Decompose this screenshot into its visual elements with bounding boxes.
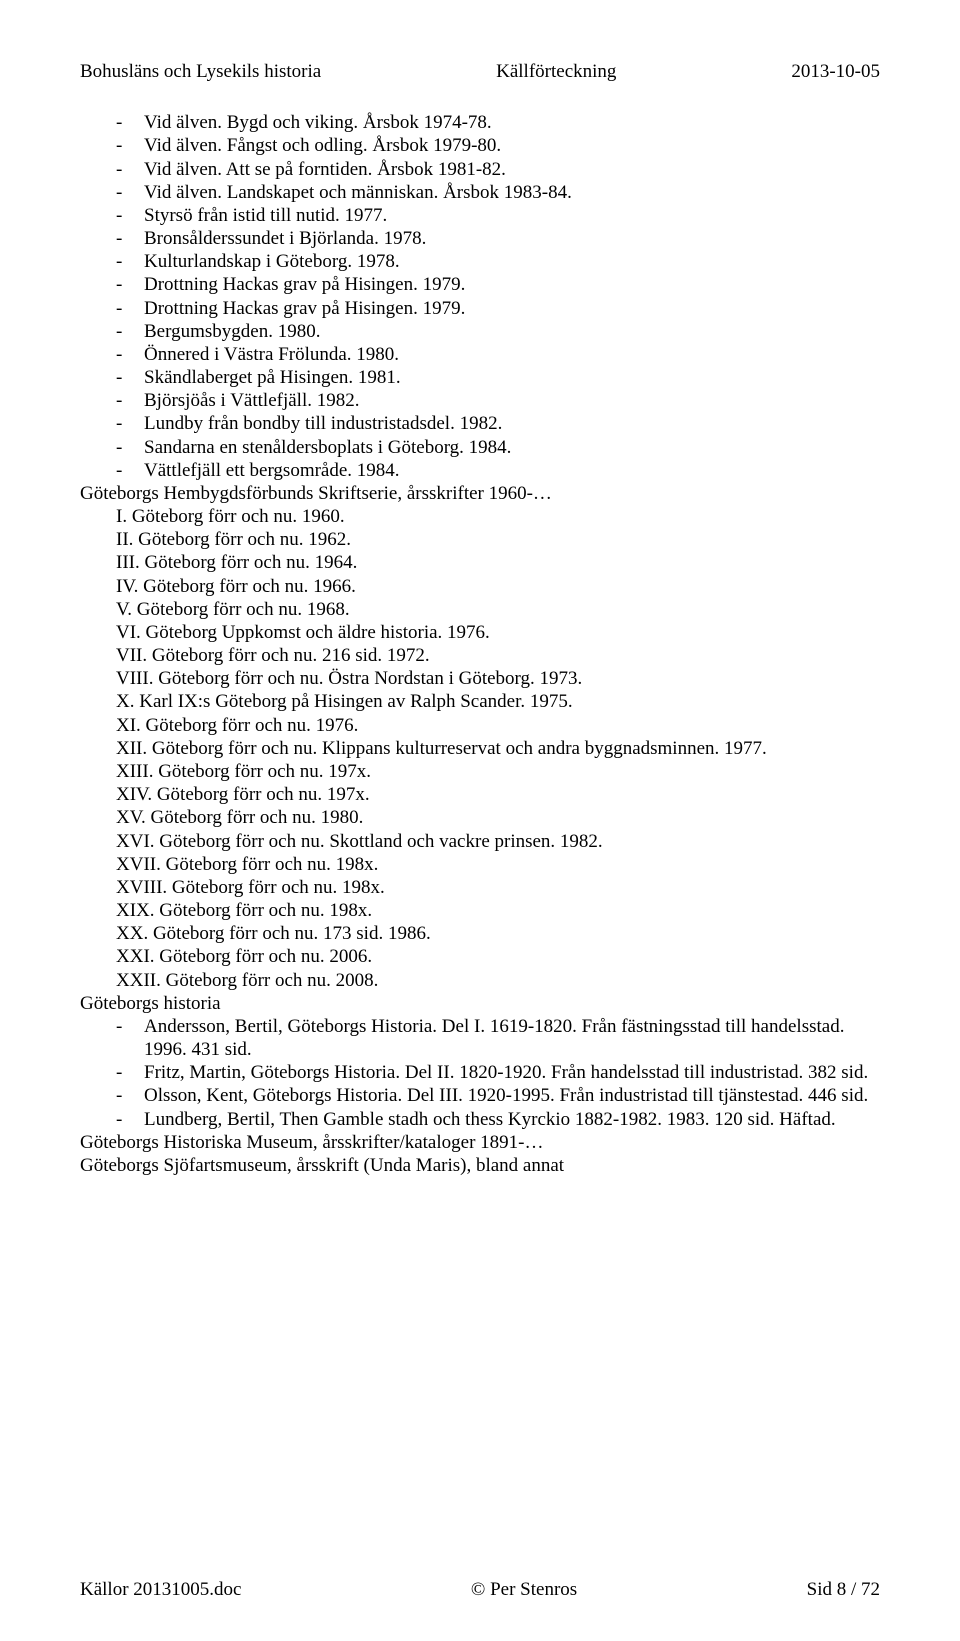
list-item-text: Drottning Hackas grav på Hisingen. 1979. [144,273,880,296]
list-item: X. Karl IX:s Göteborg på Hisingen av Ral… [116,690,880,713]
list-item-text: Bronsålderssundet i Björlanda. 1978. [144,227,880,250]
list-item: -Vid älven. Landskapet och människan. År… [116,181,880,204]
list-item: XVI. Göteborg förr och nu. Skottland och… [116,830,880,853]
footer-right: Sid 8 / 72 [807,1578,880,1601]
bullet-dash: - [116,227,144,250]
plain-list-1: I. Göteborg förr och nu. 1960.II. Götebo… [80,505,880,992]
bullet-dash: - [116,273,144,296]
list-item: -Olsson, Kent, Göteborgs Historia. Del I… [116,1084,880,1107]
footer-left: Källor 20131005.doc [80,1578,241,1601]
bullet-dash: - [116,1108,144,1131]
list-item: VI. Göteborg Uppkomst och äldre historia… [116,621,880,644]
list-item: XVII. Göteborg förr och nu. 198x. [116,853,880,876]
list-item-text: Sandarna en stenåldersboplats i Göteborg… [144,436,880,459]
list-item: -Önnered i Västra Frölunda. 1980. [116,343,880,366]
list-item-text: Andersson, Bertil, Göteborgs Historia. D… [144,1015,880,1061]
list-item-text: Skändlaberget på Hisingen. 1981. [144,366,880,389]
list-item: -Styrsö från istid till nutid. 1977. [116,204,880,227]
bullet-dash: - [116,459,144,482]
list-item: XII. Göteborg förr och nu. Klippans kult… [116,737,880,760]
header-left: Bohusläns och Lysekils historia [80,60,321,83]
list-item: XIV. Göteborg förr och nu. 197x. [116,783,880,806]
list-item-text: Björsjöås i Vättlefjäll. 1982. [144,389,880,412]
list-item-text: Vättlefjäll ett bergsområde. 1984. [144,459,880,482]
list-item: XXII. Göteborg förr och nu. 2008. [116,969,880,992]
list-item: -Vid älven. Bygd och viking. Årsbok 1974… [116,111,880,134]
list-item: -Skändlaberget på Hisingen. 1981. [116,366,880,389]
list-item-text: Önnered i Västra Frölunda. 1980. [144,343,880,366]
bullet-dash: - [116,320,144,343]
list-item: -Kulturlandskap i Göteborg. 1978. [116,250,880,273]
list-item-text: Vid älven. Bygd och viking. Årsbok 1974-… [144,111,880,134]
bullet-dash: - [116,204,144,227]
list-item: IV. Göteborg förr och nu. 1966. [116,575,880,598]
list-item: -Bergumsbygden. 1980. [116,320,880,343]
list-item-text: Lundby från bondby till industristadsdel… [144,412,880,435]
bullet-dash: - [116,158,144,181]
tail-line-1: Göteborgs Historiska Museum, årsskrifter… [80,1131,880,1154]
list-item: XIII. Göteborg förr och nu. 197x. [116,760,880,783]
footer-center: © Per Stenros [471,1578,577,1601]
list-item: -Björsjöås i Vättlefjäll. 1982. [116,389,880,412]
bullet-dash: - [116,250,144,273]
heading-hembygdsforbund: Göteborgs Hembygdsförbunds Skriftserie, … [80,482,880,505]
list-item: XI. Göteborg förr och nu. 1976. [116,714,880,737]
list-item: -Andersson, Bertil, Göteborgs Historia. … [116,1015,880,1061]
list-item-text: Bergumsbygden. 1980. [144,320,880,343]
list-item-text: Lundberg, Bertil, Then Gamble stadh och … [144,1108,880,1131]
bullet-dash: - [116,343,144,366]
list-item: -Bronsålderssundet i Björlanda. 1978. [116,227,880,250]
bullet-dash: - [116,1015,144,1061]
list-item: -Lundby från bondby till industristadsde… [116,412,880,435]
list-item: -Vättlefjäll ett bergsområde. 1984. [116,459,880,482]
list-item: -Lundberg, Bertil, Then Gamble stadh och… [116,1108,880,1131]
bullet-dash: - [116,412,144,435]
list-item-text: Kulturlandskap i Göteborg. 1978. [144,250,880,273]
list-item: -Sandarna en stenåldersboplats i Götebor… [116,436,880,459]
list-item: VIII. Göteborg förr och nu. Östra Nordst… [116,667,880,690]
list-item: -Vid älven. Att se på forntiden. Årsbok … [116,158,880,181]
list-item: XX. Göteborg förr och nu. 173 sid. 1986. [116,922,880,945]
list-item-text: Olsson, Kent, Göteborgs Historia. Del II… [144,1084,880,1107]
header-right: 2013-10-05 [791,60,880,83]
list-item-text: Vid älven. Att se på forntiden. Årsbok 1… [144,158,880,181]
list-item: -Drottning Hackas grav på Hisingen. 1979… [116,297,880,320]
list-item: II. Göteborg förr och nu. 1962. [116,528,880,551]
bullet-dash: - [116,389,144,412]
list-item-text: Vid älven. Landskapet och människan. Års… [144,181,880,204]
list-item-text: Fritz, Martin, Göteborgs Historia. Del I… [144,1061,880,1084]
bullet-dash: - [116,111,144,134]
list-item: III. Göteborg förr och nu. 1964. [116,551,880,574]
bullet-list-2: -Andersson, Bertil, Göteborgs Historia. … [80,1015,880,1131]
list-item: XVIII. Göteborg förr och nu. 198x. [116,876,880,899]
list-item: I. Göteborg förr och nu. 1960. [116,505,880,528]
list-item: V. Göteborg förr och nu. 1968. [116,598,880,621]
list-item-text: Vid älven. Fångst och odling. Årsbok 197… [144,134,880,157]
list-item: XIX. Göteborg förr och nu. 198x. [116,899,880,922]
list-item: XXI. Göteborg förr och nu. 2006. [116,945,880,968]
page-footer: Källor 20131005.doc © Per Stenros Sid 8 … [80,1578,880,1601]
page-header: Bohusläns och Lysekils historia Källfört… [80,60,880,83]
bullet-list-1: -Vid älven. Bygd och viking. Årsbok 1974… [80,111,880,482]
tail-line-2: Göteborgs Sjöfartsmuseum, årsskrift (Und… [80,1154,880,1177]
list-item: VII. Göteborg förr och nu. 216 sid. 1972… [116,644,880,667]
bullet-dash: - [116,134,144,157]
list-item: XV. Göteborg förr och nu. 1980. [116,806,880,829]
bullet-dash: - [116,181,144,204]
bullet-dash: - [116,1061,144,1084]
bullet-dash: - [116,366,144,389]
bullet-dash: - [116,436,144,459]
list-item: -Vid älven. Fångst och odling. Årsbok 19… [116,134,880,157]
bullet-dash: - [116,297,144,320]
header-center: Källförteckning [496,60,616,83]
list-item-text: Styrsö från istid till nutid. 1977. [144,204,880,227]
bullet-dash: - [116,1084,144,1107]
list-item-text: Drottning Hackas grav på Hisingen. 1979. [144,297,880,320]
list-item: -Drottning Hackas grav på Hisingen. 1979… [116,273,880,296]
heading-goteborgs-historia: Göteborgs historia [80,992,880,1015]
list-item: -Fritz, Martin, Göteborgs Historia. Del … [116,1061,880,1084]
